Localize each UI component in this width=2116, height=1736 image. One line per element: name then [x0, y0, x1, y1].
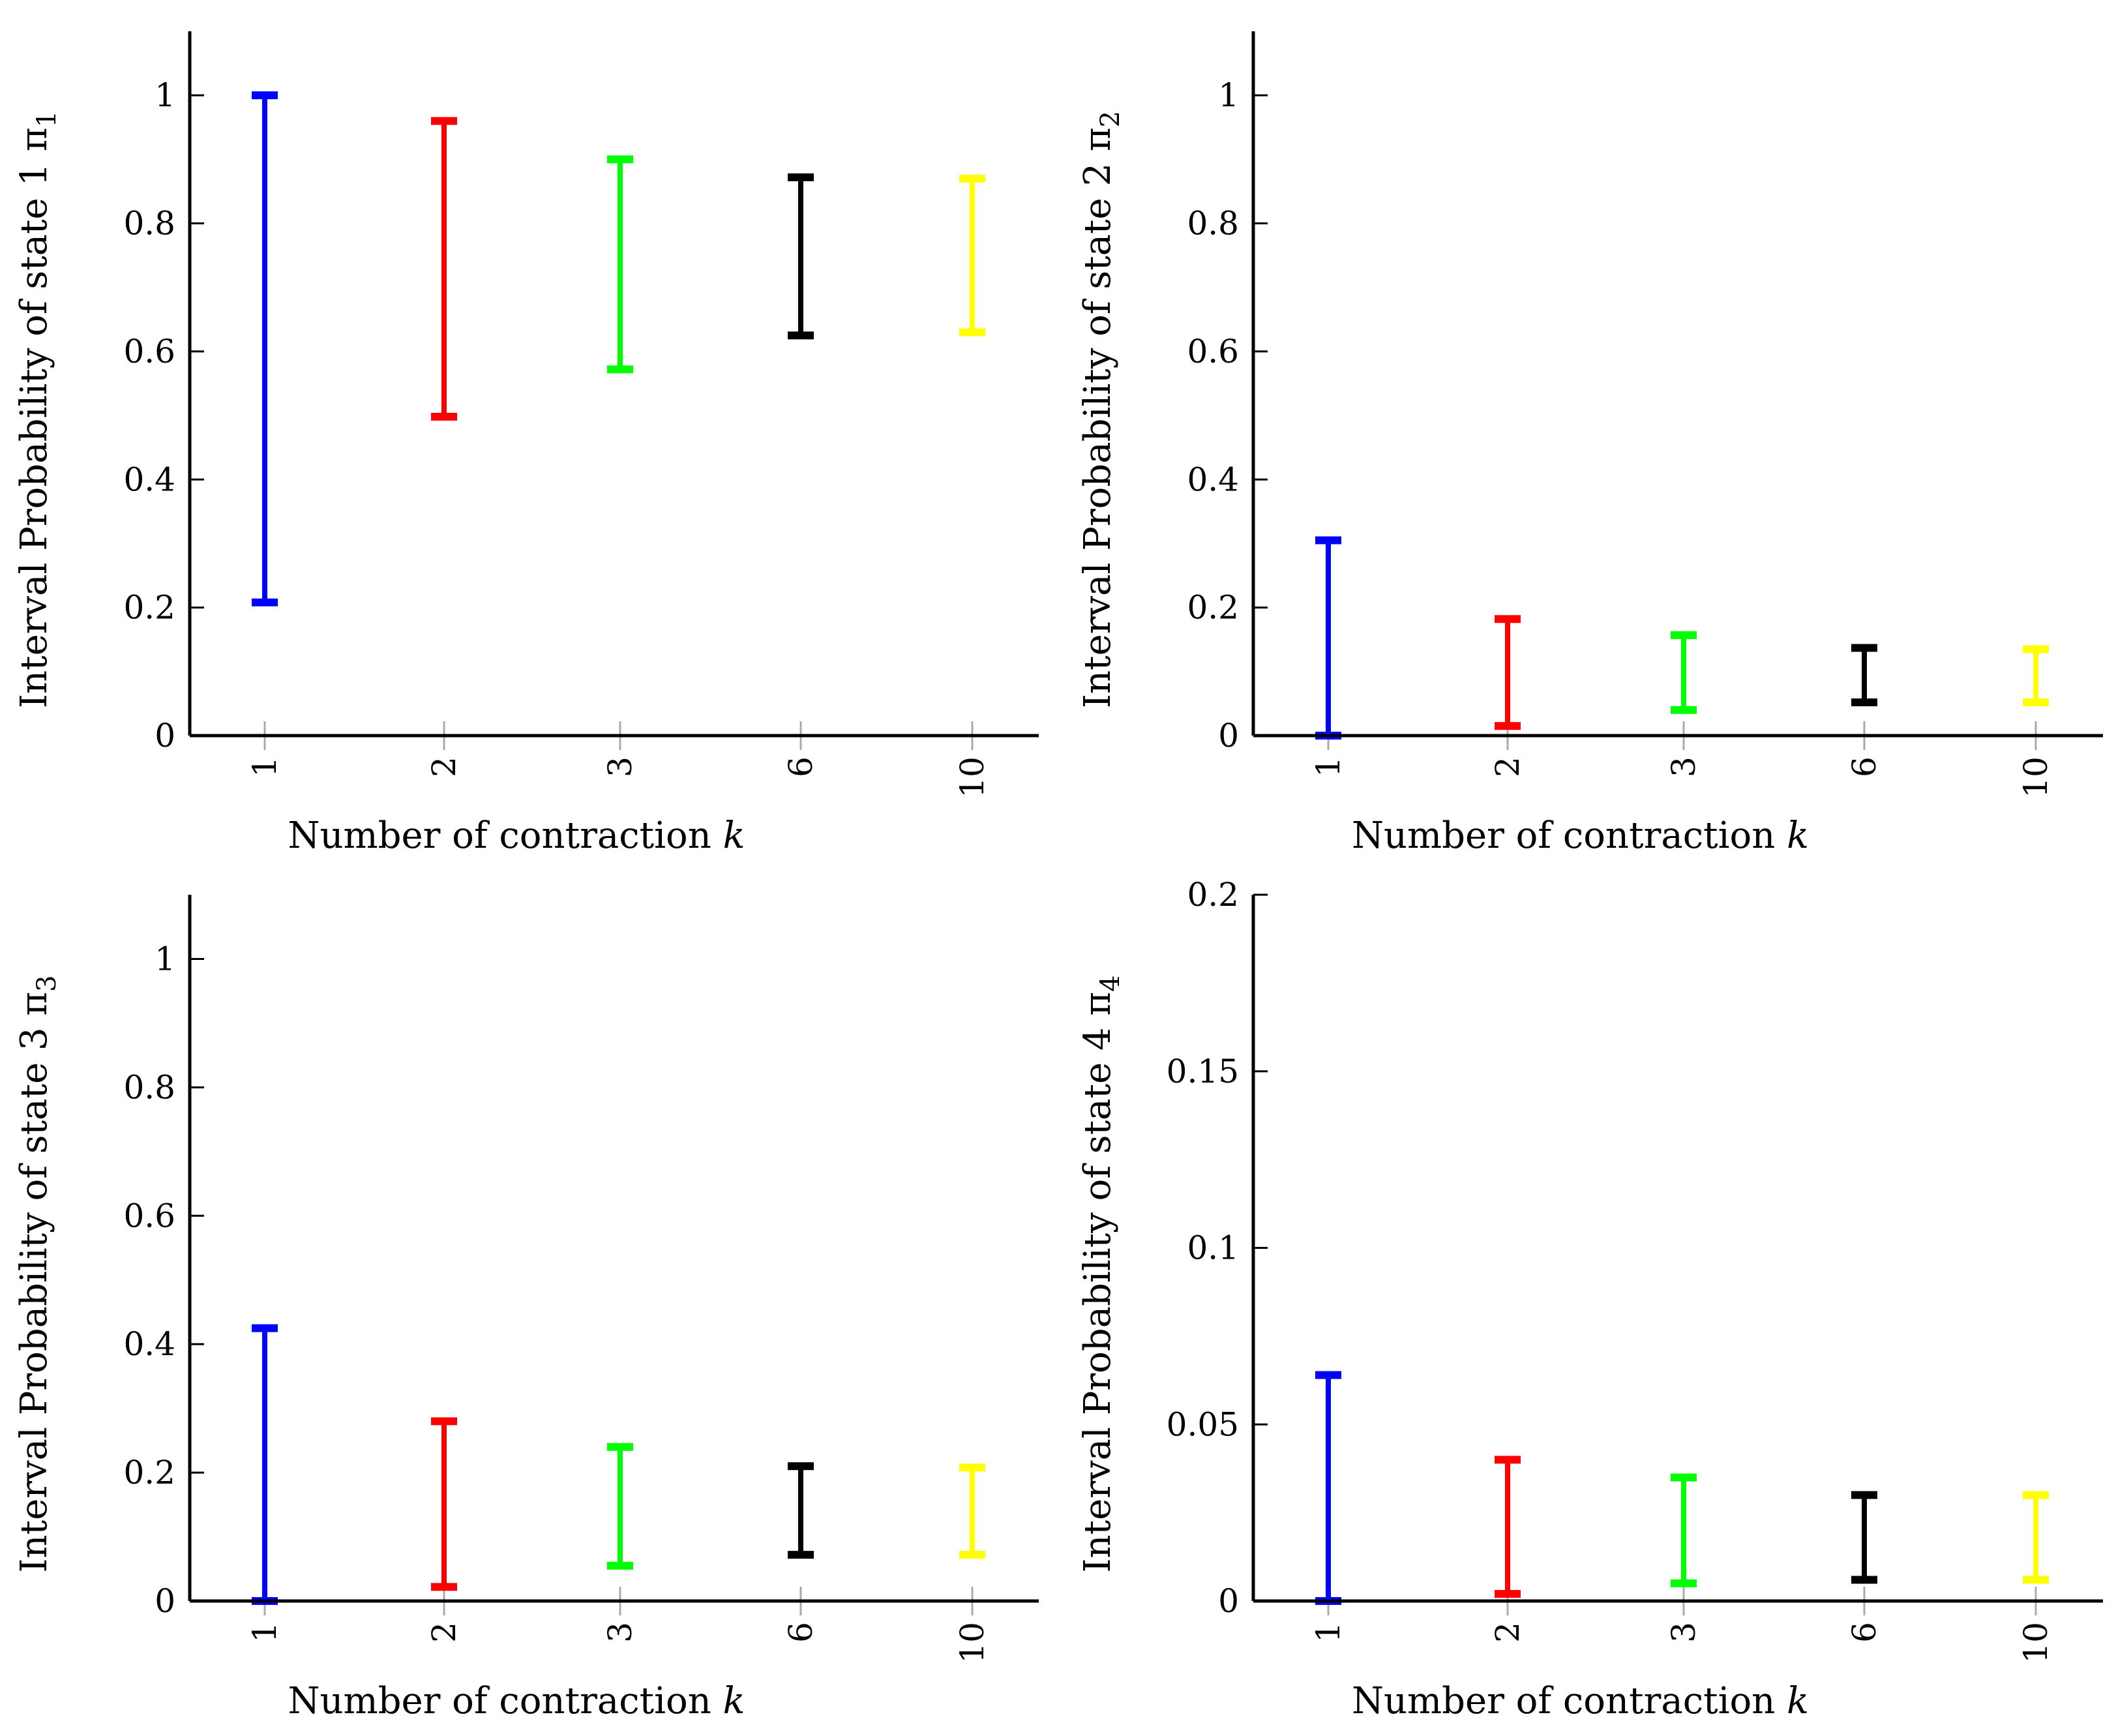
x-tick-label: 1 [246, 756, 284, 777]
x-tick-label: 6 [1845, 1622, 1883, 1643]
x-tick-label: 6 [1845, 756, 1883, 777]
y-axis-label-main: Interval Probability of state 2 π [1077, 127, 1119, 708]
y-tick-label: 0.6 [123, 333, 175, 370]
interval-bar-k=1 [1315, 536, 1341, 740]
y-tick-label: 0.15 [1167, 1053, 1239, 1090]
interval-bar-k=1 [252, 1324, 278, 1605]
y-axis-label: Interval Probability of state 4 π4 [1077, 975, 1125, 1572]
x-tick-label: 2 [1489, 1622, 1527, 1643]
chart-panel-pi1: 0 0.2 0.4 0.6 0.8 1 1 2 3 6 10 Number of contractio… [13, 31, 1039, 857]
y-tick-label: 0.8 [123, 205, 175, 243]
x-tick-label: 3 [601, 756, 639, 777]
x-axis-label: Number of contraction k [288, 1680, 745, 1722]
interval-bar-k=6 [788, 1462, 814, 1559]
y-tick-label: 0.8 [123, 1068, 175, 1106]
interval-bar-k=3 [607, 1443, 633, 1570]
chart-panel-pi2: 0 0.2 0.4 0.6 0.8 1 1 2 3 6 10 Number of contractio… [1077, 31, 2103, 857]
x-tick-label: 1 [1309, 1622, 1347, 1643]
y-axis-label: Interval Probability of state 2 π2 [1077, 111, 1125, 708]
y-axis-label-main: Interval Probability of state 3 π [13, 992, 55, 1573]
interval-bar-k=1 [1315, 1371, 1341, 1605]
interval-bar-k=2 [1495, 1456, 1521, 1598]
x-axis-label-k: k [1787, 815, 1809, 857]
y-tick-label: 1 [155, 76, 175, 114]
y-tick-label: 0.2 [1187, 589, 1239, 627]
interval-bar-k=2 [431, 117, 457, 421]
y-axis-label: Interval Probability of state 1 π1 [13, 111, 62, 708]
y-tick-label: 0 [1218, 717, 1239, 755]
x-axis-label: Number of contraction k [1352, 1680, 1809, 1722]
y-tick-label: 0.6 [1187, 333, 1239, 370]
y-axis-label-sub: 1 [32, 111, 62, 127]
y-tick-label: 0.05 [1167, 1405, 1239, 1443]
y-tick-label: 0.2 [123, 1454, 175, 1491]
x-tick-label: 2 [425, 1622, 463, 1643]
x-tick-label: 2 [425, 756, 463, 777]
interval-bar-k=10 [2023, 1491, 2049, 1584]
x-tick-label: 3 [1665, 1622, 1703, 1643]
y-tick-label: 0 [155, 1582, 175, 1620]
y-tick-label: 0.8 [1187, 205, 1239, 243]
y-tick-label: 0 [1218, 1582, 1239, 1620]
y-axis-label-main: Interval Probability of state 4 π [1077, 992, 1119, 1573]
y-tick-label: 1 [155, 940, 175, 978]
interval-bar-k=10 [2023, 645, 2049, 706]
y-tick-label: 0.2 [123, 589, 175, 627]
interval-bar-k=6 [1851, 644, 1877, 706]
x-axis-label-k: k [1787, 1680, 1809, 1722]
chart-panel-pi4: 0 0.05 0.1 0.15 0.2 1 2 3 6 10 Number of contracti… [1077, 876, 2103, 1722]
x-tick-label: 3 [1665, 756, 1703, 777]
x-tick-label: 1 [246, 1622, 284, 1643]
y-tick-label: 0.4 [123, 1325, 175, 1363]
x-tick-label: 10 [953, 1622, 991, 1664]
interval-bar-k=3 [1671, 1473, 1697, 1587]
chart-panel-pi3: 0 0.2 0.4 0.6 0.8 1 1 2 3 6 10 Number of contractio… [13, 895, 1039, 1722]
interval-bar-k=6 [1851, 1491, 1877, 1584]
x-tick-label: 10 [2017, 1622, 2055, 1664]
interval-bar-k=10 [959, 174, 985, 337]
interval-bar-k=3 [1671, 631, 1697, 714]
y-axis-label-main: Interval Probability of state 1 π [13, 127, 55, 708]
y-axis-label: Interval Probability of state 3 π3 [13, 975, 62, 1572]
x-axis-label: Number of contraction k [1352, 815, 1809, 857]
y-tick-label: 0.1 [1187, 1229, 1239, 1267]
y-tick-label: 0 [155, 717, 175, 755]
x-tick-label: 2 [1489, 756, 1527, 777]
y-tick-label: 1 [1218, 76, 1239, 114]
interval-bar-k=3 [607, 155, 633, 374]
y-axis-label-sub: 3 [32, 975, 62, 991]
interval-bar-k=1 [252, 91, 278, 606]
y-tick-label: 0.2 [1187, 876, 1239, 914]
y-axis-label-sub: 2 [1095, 111, 1125, 127]
x-tick-label: 6 [782, 756, 820, 777]
interval-bar-k=2 [1495, 615, 1521, 730]
x-tick-label: 10 [953, 756, 991, 798]
x-tick-label: 1 [1309, 756, 1347, 777]
interval-bar-k=2 [431, 1417, 457, 1591]
x-axis-label: Number of contraction k [288, 815, 745, 857]
y-tick-label: 0.4 [123, 460, 175, 498]
y-axis-label-sub: 4 [1095, 975, 1125, 991]
x-axis-label-k: k [723, 1680, 745, 1722]
x-tick-label: 6 [782, 1622, 820, 1643]
interval-bar-k=6 [788, 173, 814, 340]
x-tick-label: 10 [2017, 756, 2055, 798]
y-tick-label: 0.6 [123, 1197, 175, 1235]
y-tick-label: 0.4 [1187, 460, 1239, 498]
interval-bar-k=10 [959, 1463, 985, 1559]
x-axis-label-k: k [723, 815, 745, 857]
x-tick-label: 3 [601, 1622, 639, 1643]
